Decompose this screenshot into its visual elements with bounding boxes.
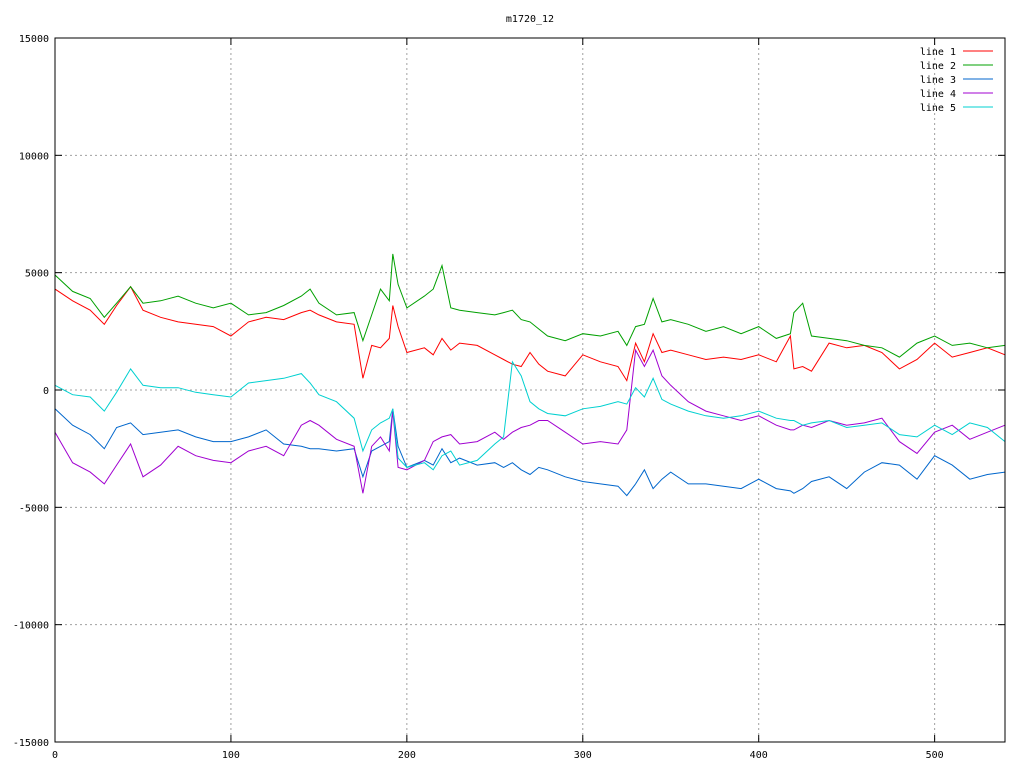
grid-lines (55, 38, 1005, 742)
series-layer (54, 253, 1006, 497)
x-tick-label: 400 (750, 750, 768, 761)
x-tick-label: 0 (52, 750, 58, 761)
legend: line 1 line 2 line 3 line 4 line 5 (920, 47, 993, 114)
y-tick-label: 15000 (19, 34, 49, 45)
legend-label-2: line 2 (920, 61, 956, 72)
y-tick-label: -15000 (13, 738, 49, 749)
y-tick-label: 10000 (19, 151, 49, 162)
series-line-2 (54, 253, 1006, 358)
x-tick-label: 200 (398, 750, 416, 761)
y-tick-label: 0 (43, 386, 49, 397)
x-tick-label: 100 (222, 750, 240, 761)
chart-title: m1720_12 (506, 14, 554, 25)
legend-label-4: line 4 (920, 89, 956, 100)
y-tick-labels: -15000 -10000 -5000 0 5000 10000 15000 (13, 34, 49, 749)
series-line-5 (54, 360, 1006, 471)
x-tick-label: 500 (926, 750, 944, 761)
tick-marks (54, 37, 1005, 743)
series-line-1 (54, 285, 1006, 382)
series-line-3 (54, 408, 1006, 497)
y-tick-label: 5000 (25, 269, 49, 280)
x-tick-labels: 0 100 200 300 400 500 (52, 750, 944, 761)
legend-label-5: line 5 (920, 103, 956, 114)
x-tick-label: 300 (574, 750, 592, 761)
series-line-4 (54, 348, 1006, 494)
legend-label-1: line 1 (920, 47, 956, 58)
y-tick-label: -5000 (19, 503, 49, 514)
legend-label-3: line 3 (920, 75, 956, 86)
y-tick-label: -10000 (13, 621, 49, 632)
